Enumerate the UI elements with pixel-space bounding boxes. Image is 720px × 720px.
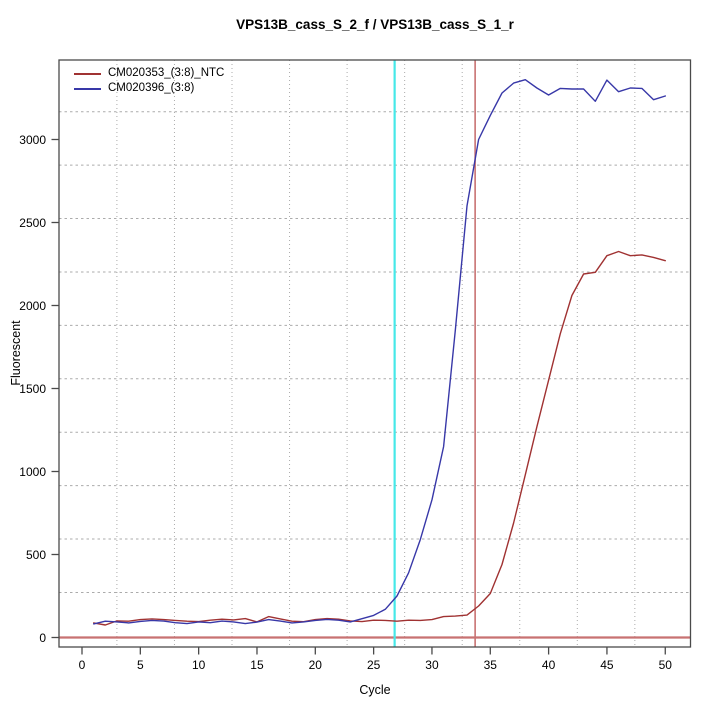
series-line-CM020353_(3:8)_NTC [92, 250, 666, 626]
y-tick-label: 0 [39, 630, 46, 645]
legend-item-ntc: CM020353_(3:8)_NTC [74, 66, 224, 81]
x-tick-label: 20 [308, 658, 322, 672]
y-tick-label: 500 [25, 547, 46, 562]
x-tick-label: 30 [425, 658, 439, 672]
legend-label-ntc: CM020353_(3:8)_NTC [108, 67, 225, 79]
y-tick-label: 1500 [19, 381, 46, 396]
plot-border [58, 59, 692, 648]
x-tick-label: 0 [78, 658, 86, 672]
x-axis-title: Cycle [359, 683, 391, 697]
y-tick-label: 2500 [19, 215, 46, 230]
x-tick-label: 35 [483, 658, 497, 672]
legend-label-sample: CM020396_(3:8) [108, 82, 195, 94]
x-tick-label: 45 [600, 658, 614, 672]
y-tick-label: 1000 [19, 464, 46, 479]
y-tick-label: 3000 [19, 132, 46, 147]
x-tick-label: 40 [541, 658, 556, 672]
sample-line-swatch-icon [74, 87, 101, 90]
x-tick-label: 10 [191, 658, 206, 672]
x-tick-label: 15 [250, 658, 264, 672]
x-tick-label: 25 [366, 658, 381, 672]
x-tick-label: 50 [658, 658, 672, 672]
chart-title: VPS13B_cass_S_2_f / VPS13B_cass_S_1_r [236, 17, 514, 32]
x-tick-label: 5 [136, 658, 144, 672]
series-line-CM020396_(3:8) [92, 78, 666, 625]
legend: CM020353_(3:8)_NTC CM020396_(3:8) [74, 66, 224, 96]
legend-item-sample: CM020396_(3:8) [74, 81, 224, 96]
ntc-line-swatch-icon [74, 72, 101, 75]
y-tick-label: 2000 [19, 298, 46, 313]
